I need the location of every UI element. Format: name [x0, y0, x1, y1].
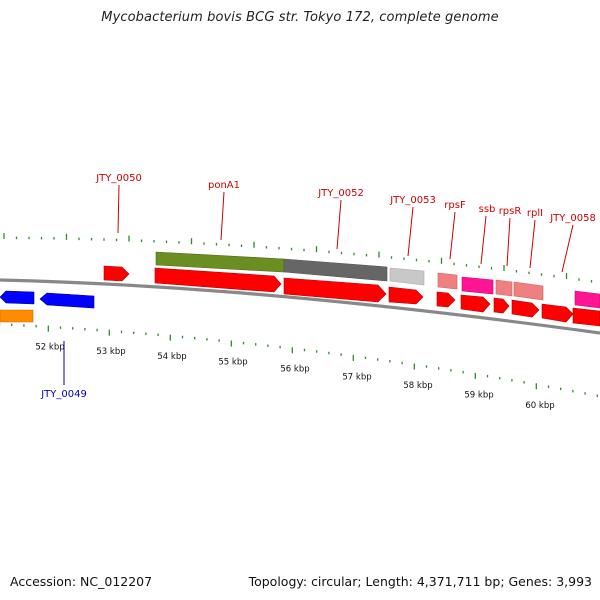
cds-arrow[interactable] — [541, 303, 574, 323]
cds-arrow-minus[interactable] — [39, 292, 95, 309]
kbp-label: 55 kbp — [218, 358, 247, 368]
genome-stats: Topology: circular; Length: 4,371,711 bp… — [249, 574, 592, 589]
kbp-label: 56 kbp — [280, 365, 309, 375]
gene-feature-minus[interactable] — [0, 309, 34, 323]
kbp-label: 53 kbp — [96, 347, 125, 357]
kbp-label: 57 kbp — [342, 372, 371, 382]
gene-feature[interactable] — [495, 279, 513, 297]
genome-backbone — [0, 278, 600, 335]
cds-arrow[interactable] — [103, 265, 130, 282]
gene-feature[interactable] — [574, 290, 600, 309]
gene-label[interactable]: rplI — [527, 208, 543, 219]
outer-tick-ring — [3, 233, 593, 283]
gene-label-leader — [220, 191, 225, 241]
cds-minus-layer — [0, 290, 95, 323]
topology-label: Topology: — [248, 574, 308, 589]
genes-value: 3,993 — [556, 574, 592, 589]
gene-feature[interactable] — [389, 267, 425, 286]
accession-info: Accession: NC_012207 — [10, 574, 152, 589]
stat-separator: ; — [357, 574, 366, 589]
gene-feature[interactable] — [437, 272, 458, 290]
gene-label[interactable]: JTY_0050 — [95, 173, 142, 184]
inner-tick-ring: 52 kbp 53 kbp 54 kbp 55 kbp 56 kbp 57 kbp 58 k… — [0, 322, 598, 411]
cds-arrow[interactable] — [283, 277, 387, 303]
length-label: Length: — [365, 574, 413, 589]
gene-label[interactable]: ponA1 — [208, 180, 240, 191]
gene-label-leader — [506, 217, 511, 267]
map-title: Mycobacterium bovis BCG str. Tokyo 172, … — [101, 10, 499, 25]
gene-label[interactable]: JTY_0049 — [40, 389, 87, 400]
gene-label[interactable]: ssb — [479, 204, 496, 215]
gene-label-leader — [449, 211, 456, 260]
cds-plus-layer — [103, 265, 600, 327]
kbp-label: 60 kbp — [525, 401, 554, 411]
gene-label-leader — [407, 206, 414, 257]
gene-label[interactable]: JTY_0052 — [317, 188, 364, 199]
accession-value: NC_012207 — [80, 574, 153, 589]
genes-label: Genes: — [508, 574, 553, 589]
gene-label[interactable]: JTY_0053 — [389, 195, 436, 206]
gene-label-leader — [480, 215, 487, 265]
gene-feature[interactable] — [283, 258, 388, 282]
cds-arrow[interactable] — [493, 297, 510, 314]
cds-arrow[interactable] — [154, 267, 282, 293]
gene-feature[interactable] — [155, 251, 285, 273]
gene-feature-layer — [155, 251, 600, 309]
kbp-label: 52 kbp — [35, 343, 64, 353]
label-leaders — [63, 184, 574, 385]
gene-label-leader — [561, 224, 574, 273]
accession-label: Accession: — [10, 574, 77, 589]
cds-arrow[interactable] — [572, 307, 600, 327]
cds-arrow[interactable] — [511, 299, 540, 318]
cds-arrow[interactable] — [388, 286, 424, 305]
gene-label[interactable]: rpsF — [444, 200, 466, 211]
kbp-label: 58 kbp — [403, 381, 432, 391]
gene-feature[interactable] — [461, 276, 494, 295]
gene-label-leader — [117, 184, 120, 234]
gene-label-leader — [336, 199, 342, 250]
gene-label-leader — [529, 219, 536, 269]
kbp-label: 59 kbp — [464, 391, 493, 401]
kbp-label: 54 kbp — [157, 352, 186, 362]
cds-arrow[interactable] — [436, 291, 456, 308]
gene-label[interactable]: JTY_0058 — [549, 213, 596, 224]
length-value: 4,371,711 bp — [416, 574, 501, 589]
gene-feature[interactable] — [513, 281, 544, 301]
topology-value: circular — [311, 574, 358, 589]
stat-separator: ; — [500, 574, 509, 589]
cds-arrow[interactable] — [460, 294, 491, 313]
cds-arrow-minus[interactable] — [0, 290, 35, 305]
gene-label[interactable]: rpsR — [499, 206, 522, 217]
